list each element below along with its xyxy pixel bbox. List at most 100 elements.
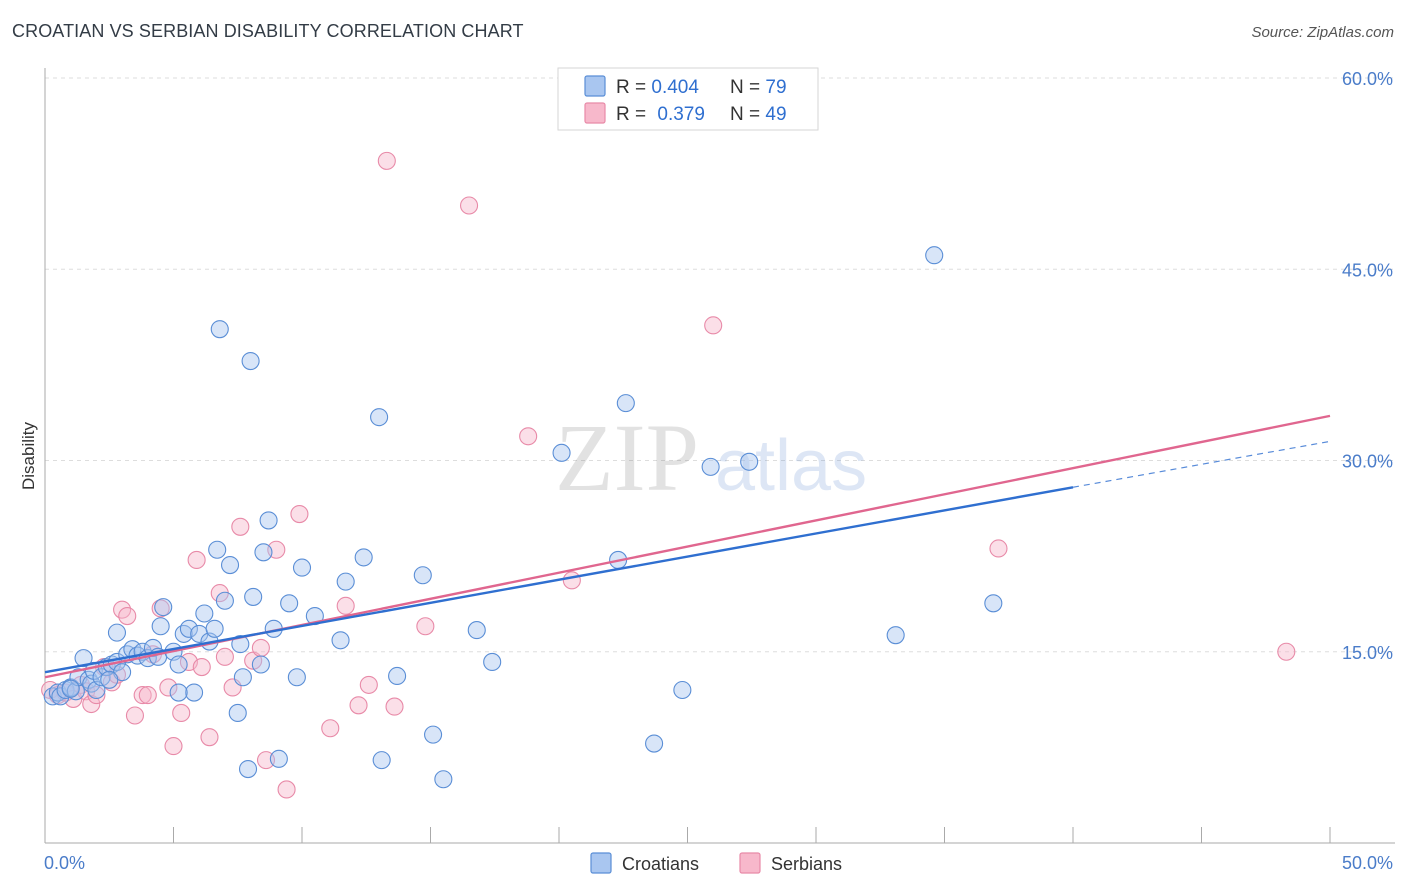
y-tick-label: 30.0% xyxy=(1342,452,1393,472)
serbians-point xyxy=(256,751,276,770)
croatians-point xyxy=(645,734,664,753)
chart-title: CROATIAN VS SERBIAN DISABILITY CORRELATI… xyxy=(12,21,524,41)
serbians-point xyxy=(459,196,479,215)
croatians-point xyxy=(228,703,247,723)
serbians-point xyxy=(231,517,250,536)
serbians-point xyxy=(562,571,581,590)
croatians-point xyxy=(233,668,252,687)
watermark-zip: ZIP xyxy=(555,404,699,511)
serbians-point xyxy=(349,696,368,715)
croatians-point xyxy=(354,548,373,567)
croatians-point xyxy=(254,543,273,562)
legend-n-value: 79 xyxy=(765,77,786,98)
legend-n-value: 49 xyxy=(765,104,786,125)
legend-r-label: R = xyxy=(616,77,651,98)
croatians-point xyxy=(244,587,263,606)
legend-r-value: 0.404 xyxy=(651,77,699,98)
croatians-point xyxy=(280,594,299,613)
croatians-point xyxy=(205,619,224,638)
croatians-point xyxy=(259,511,278,530)
croatians-point xyxy=(925,246,944,265)
legend-r-label: R = xyxy=(616,104,651,125)
croatians-point xyxy=(269,749,288,768)
serbians-point xyxy=(187,550,206,570)
serbians-point xyxy=(200,728,219,747)
croatians-point xyxy=(154,598,173,617)
croatians-point xyxy=(100,670,119,689)
serbians-point xyxy=(118,606,137,626)
legend-r-value: 0.379 xyxy=(657,104,705,125)
legend-n-label: N = xyxy=(730,77,765,98)
svg-text:R = 0.379: R = 0.379 xyxy=(616,104,705,125)
croatians-point xyxy=(701,457,720,476)
croatians-point xyxy=(231,635,250,654)
croatians-point xyxy=(251,655,270,674)
serbians-point xyxy=(277,780,296,799)
serbians-point xyxy=(519,427,538,446)
serbians-point xyxy=(377,151,396,170)
y-axis-label: Disability xyxy=(19,421,38,490)
y-tick-label: 60.0% xyxy=(1342,69,1393,89)
croatians-point xyxy=(179,619,198,638)
croatians-point xyxy=(169,683,188,702)
croatians-point xyxy=(66,682,85,701)
serbians-point xyxy=(290,504,309,524)
croatians-point xyxy=(483,652,502,672)
serbians-point xyxy=(704,316,723,335)
croatians-point xyxy=(107,623,127,642)
serbians-point xyxy=(192,657,211,677)
trend-lines xyxy=(44,414,1331,679)
svg-text:N = 79: N = 79 xyxy=(730,77,787,98)
serbians-point xyxy=(1277,642,1296,661)
serbians-point xyxy=(87,686,106,705)
axes xyxy=(44,68,1395,844)
croatians-point xyxy=(151,617,170,636)
serbians-point xyxy=(82,694,101,714)
croatians-trend-extension xyxy=(1072,440,1331,488)
x-tick-labels: 0.0% 50.0% xyxy=(44,853,1393,873)
croatians-point xyxy=(185,683,204,702)
croatians-point xyxy=(169,655,188,674)
serbians-point xyxy=(321,719,340,738)
watermark: ZIP atlas xyxy=(555,404,867,511)
croatians-point xyxy=(370,408,389,427)
croatians-point xyxy=(61,679,80,698)
croatians-point xyxy=(210,320,229,339)
source-label: Source: ZipAtlas.com xyxy=(1251,24,1394,41)
croatians-point xyxy=(434,770,453,789)
bottom-legend: Croatians Serbians xyxy=(590,852,842,874)
serbians-point xyxy=(125,706,144,725)
y-tick-labels: 15.0% 30.0% 45.0% 60.0% xyxy=(1342,69,1393,663)
serbians-point xyxy=(159,678,178,697)
serbians-point xyxy=(385,697,404,716)
croatians-point xyxy=(388,666,407,686)
serbians-point xyxy=(215,647,234,666)
serbians-point xyxy=(416,617,435,636)
croatians-point xyxy=(372,751,391,770)
top-legend: R = 0.404 N = 79 R = 0.379 N = 49 xyxy=(557,67,819,131)
croatians-point xyxy=(616,394,635,413)
croatians-point xyxy=(208,540,227,559)
croatians-point xyxy=(220,555,240,575)
croatians-point xyxy=(552,443,571,462)
croatians-point xyxy=(424,725,443,744)
croatians-point xyxy=(331,631,350,650)
croatians-point xyxy=(287,668,306,687)
legend-swatch-serbians xyxy=(584,102,606,124)
x-tick-label: 50.0% xyxy=(1342,853,1393,873)
croatians-point xyxy=(467,621,486,640)
serbians-point xyxy=(172,703,191,723)
x-tick-label: 0.0% xyxy=(44,853,85,873)
legend-n-label: N = xyxy=(730,104,765,125)
serbians-point xyxy=(359,675,378,694)
croatians-point xyxy=(241,351,260,371)
croatians-point xyxy=(740,452,759,471)
y-tick-label: 15.0% xyxy=(1342,643,1393,663)
serbians-point xyxy=(336,596,355,615)
croatians-point xyxy=(195,604,214,623)
serbians-point xyxy=(138,686,157,705)
croatians-point xyxy=(174,624,193,643)
serbians-point xyxy=(251,638,270,657)
legend-swatch-croatians xyxy=(584,75,606,97)
